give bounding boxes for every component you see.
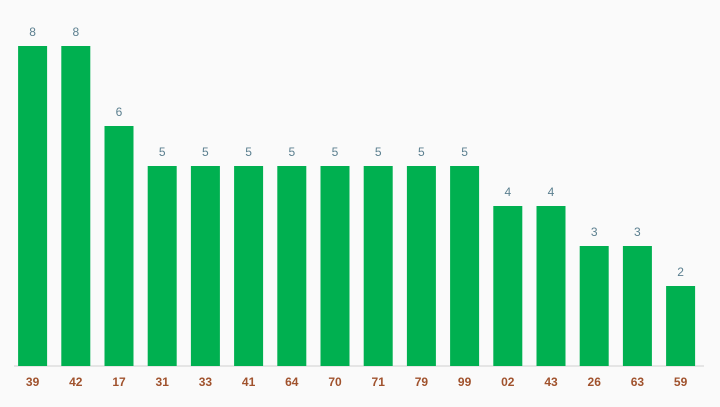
- x-tick-label: 02: [501, 375, 515, 389]
- bar: [277, 166, 307, 366]
- bar: [147, 166, 177, 366]
- x-tick-label: 42: [69, 375, 83, 389]
- bar: [666, 286, 696, 366]
- bar: [234, 166, 264, 366]
- bar: [61, 46, 91, 366]
- bar: [190, 166, 220, 366]
- bar: [579, 246, 609, 366]
- x-tick-label: 43: [544, 375, 558, 389]
- x-tick-label: 71: [372, 375, 386, 389]
- x-tick-label: 70: [328, 375, 342, 389]
- bar: [493, 206, 523, 366]
- value-label: 5: [288, 145, 295, 159]
- x-tick-label: 99: [458, 375, 472, 389]
- value-label: 6: [116, 105, 123, 119]
- x-tick-label: 26: [588, 375, 602, 389]
- bar: [18, 46, 48, 366]
- bar: [363, 166, 393, 366]
- x-tick-label: 63: [631, 375, 645, 389]
- value-label: 5: [332, 145, 339, 159]
- value-label: 5: [245, 145, 252, 159]
- value-label: 4: [548, 185, 555, 199]
- value-label: 8: [72, 25, 79, 39]
- x-tick-label: 31: [156, 375, 170, 389]
- value-label: 5: [159, 145, 166, 159]
- value-label: 5: [418, 145, 425, 159]
- bar: [104, 126, 134, 366]
- bar: [406, 166, 436, 366]
- x-tick-label: 59: [674, 375, 688, 389]
- value-label: 4: [504, 185, 511, 199]
- value-label: 2: [677, 265, 684, 279]
- x-tick-label: 39: [26, 375, 40, 389]
- value-label: 5: [202, 145, 209, 159]
- value-label: 5: [375, 145, 382, 159]
- value-label: 8: [29, 25, 36, 39]
- value-label: 3: [634, 225, 641, 239]
- x-tick-label: 17: [112, 375, 126, 389]
- x-tick-label: 33: [199, 375, 213, 389]
- value-label: 3: [591, 225, 598, 239]
- bar: [320, 166, 350, 366]
- x-tick-label: 41: [242, 375, 256, 389]
- bar: [536, 206, 566, 366]
- value-label: 5: [461, 145, 468, 159]
- x-tick-label: 79: [415, 375, 429, 389]
- x-tick-label: 64: [285, 375, 299, 389]
- bar: [450, 166, 480, 366]
- bar: [622, 246, 652, 366]
